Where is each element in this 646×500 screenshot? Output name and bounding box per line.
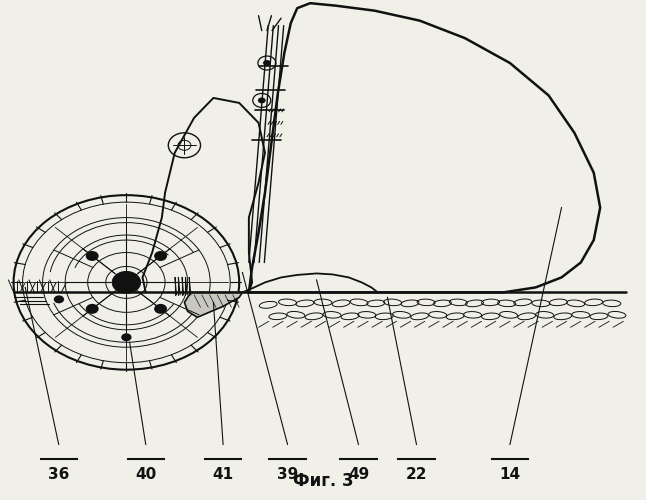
- Polygon shape: [184, 292, 242, 318]
- Text: 41: 41: [213, 467, 234, 482]
- Circle shape: [54, 296, 64, 304]
- Circle shape: [258, 98, 266, 103]
- Circle shape: [263, 60, 271, 66]
- Text: Фиг. 3: Фиг. 3: [293, 472, 353, 490]
- Text: 39: 39: [277, 467, 298, 482]
- Circle shape: [86, 251, 99, 261]
- Text: 36: 36: [48, 467, 69, 482]
- Circle shape: [112, 272, 141, 293]
- Text: 22: 22: [406, 467, 427, 482]
- Circle shape: [121, 334, 132, 341]
- Circle shape: [154, 251, 167, 261]
- Circle shape: [86, 304, 99, 314]
- Text: 49: 49: [348, 467, 369, 482]
- Text: 14: 14: [499, 467, 521, 482]
- Text: 40: 40: [135, 467, 156, 482]
- Circle shape: [154, 304, 167, 314]
